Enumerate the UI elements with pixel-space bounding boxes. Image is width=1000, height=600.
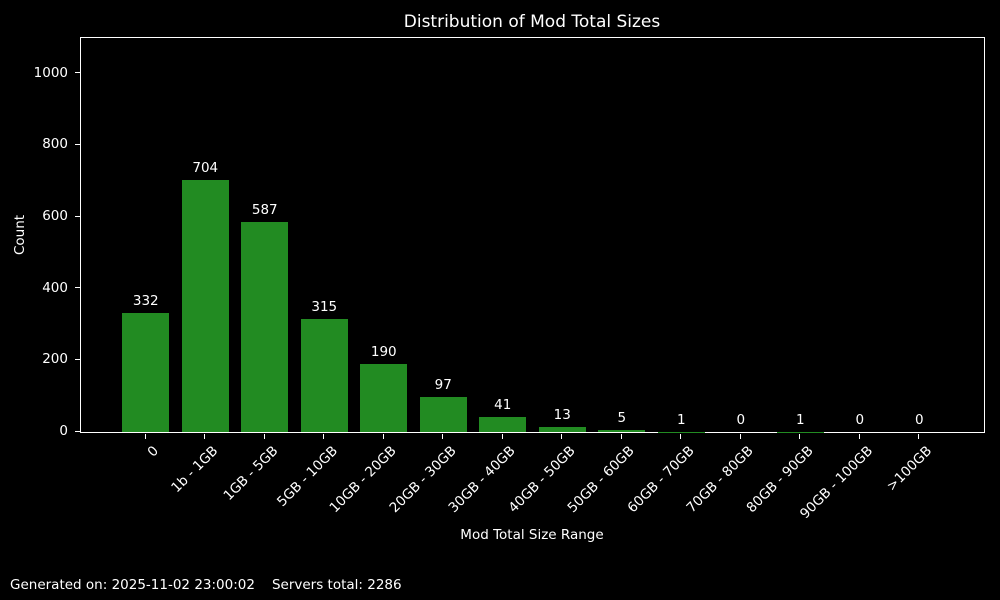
y-tick (75, 358, 80, 360)
y-tick (75, 287, 80, 289)
y-tick-label: 1000 (33, 64, 68, 81)
bar-value-label: 1 (795, 411, 805, 428)
bar (419, 397, 467, 432)
bar (122, 313, 170, 432)
x-tick (442, 434, 444, 439)
bar-value-label: 0 (914, 412, 924, 428)
y-tick-label: 400 (42, 279, 68, 296)
plot-area: 332 704 587 315 190 97 41 13 5 1 0 1 0 0 (80, 37, 985, 433)
y-tick (75, 72, 80, 74)
x-tick-label: 0 (144, 443, 163, 461)
bar-value-label: 97 (434, 377, 452, 394)
x-tick (561, 434, 563, 439)
x-tick (918, 434, 920, 439)
x-axis: 0 1b - 1GB 1GB - 5GB 5GB - 10GB 10GB - 20GB 2… (80, 433, 985, 543)
bar-value-label: 13 (553, 407, 571, 424)
y-tick-label: 200 (42, 351, 68, 368)
x-tick (799, 434, 801, 439)
bar (360, 363, 408, 432)
x-tick (382, 434, 384, 439)
bar-value-label: 1 (676, 411, 686, 428)
bar (300, 319, 348, 432)
y-tick (75, 430, 80, 432)
generated-timestamp: Generated on: 2025-11-02 23:00:02 (10, 577, 255, 593)
x-tick (620, 434, 622, 439)
bar-value-label: 0 (736, 412, 746, 428)
x-tick (263, 434, 265, 439)
bar-value-label: 332 (132, 293, 159, 310)
x-tick-label: 1GB - 5GB (220, 443, 282, 504)
x-tick (204, 434, 206, 439)
x-tick (680, 434, 682, 439)
y-tick (75, 215, 80, 217)
y-tick-label: 0 (59, 423, 68, 439)
footer: Generated on: 2025-11-02 23:00:02 Servers… (10, 577, 402, 593)
x-tick (501, 434, 503, 439)
y-tick (75, 143, 80, 145)
x-tick (323, 434, 325, 439)
bar-value-label: 587 (251, 201, 278, 218)
bar (181, 179, 229, 432)
bar-value-label: 0 (855, 412, 865, 428)
x-tick (858, 434, 860, 439)
x-tick-label: >100GB (884, 443, 936, 495)
bar-value-label: 41 (494, 397, 512, 414)
bar-value-label: 190 (370, 343, 397, 360)
bar-value-label: 5 (617, 410, 627, 427)
x-tick-label: 1b - 1GB (168, 443, 222, 496)
bar (479, 417, 527, 432)
x-axis-label: Mod Total Size Range (460, 527, 604, 543)
y-tick-label: 800 (42, 136, 68, 153)
servers-total: Servers total: 2286 (271, 577, 402, 593)
chart-title: Distribution of Mod Total Sizes (403, 12, 661, 32)
x-tick (144, 434, 146, 439)
bar (538, 427, 586, 432)
y-axis: 0 200 400 600 800 1000 (0, 37, 80, 439)
bar (598, 430, 646, 432)
bar-value-label: 315 (311, 299, 338, 316)
x-tick (739, 434, 741, 439)
y-tick-label: 600 (42, 208, 68, 225)
bar (241, 221, 289, 432)
bar-value-label: 704 (192, 159, 219, 176)
